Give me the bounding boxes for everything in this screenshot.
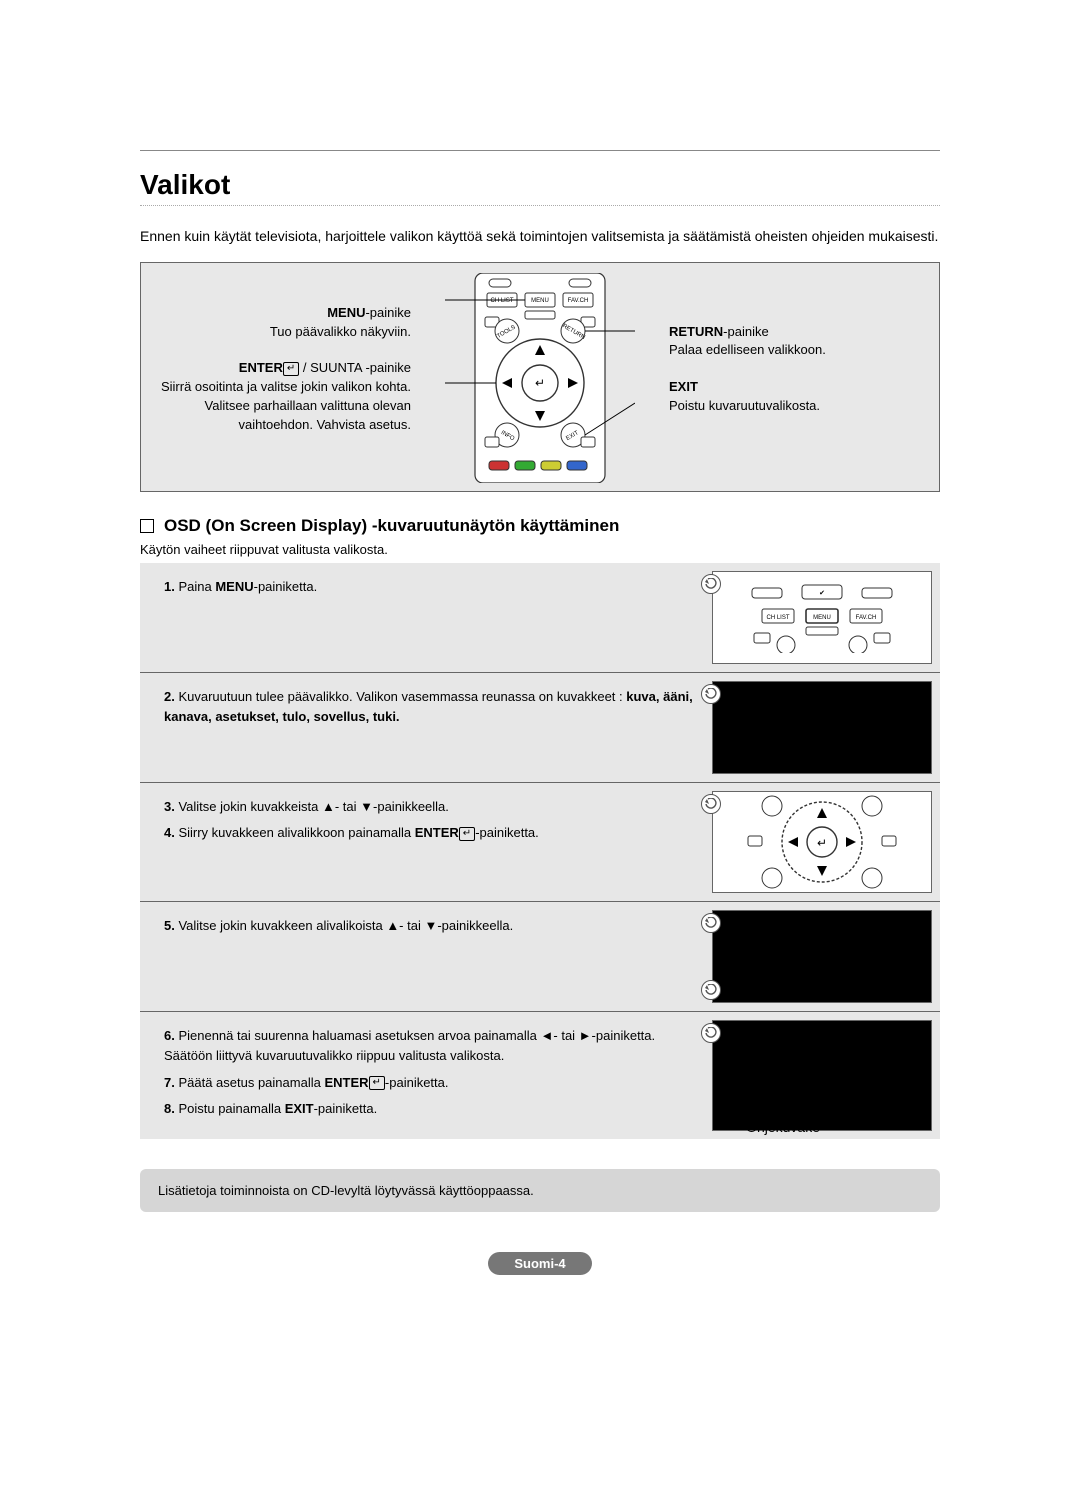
step-item: 4. Siirry kuvakkeen alivalikkoon painama… [164, 823, 696, 843]
step-text: 3. Valitse jokin kuvakkeista ▲- tai ▼-pa… [140, 783, 712, 901]
remote-btn-menu: MENU [531, 298, 549, 304]
callout-exit: EXIT Poistu kuvaruutuvalikosta. [669, 378, 929, 416]
callout-return: RETURN-painike Palaa edelliseen valikkoo… [669, 323, 929, 361]
step-text: 5. Valitse jokin kuvakkeen alivalikoista… [140, 902, 712, 1011]
callout-menu: MENU-painike Tuo päävalikko näkyviin. [151, 304, 411, 342]
step-item: 5. Valitse jokin kuvakkeen alivalikoista… [164, 916, 696, 936]
step-row: 1. Paina MENU-painiketta. ✔ CH LIST MENU FAV… [140, 563, 940, 673]
step-row: 6. Pienennä tai suurenna haluamasi asetu… [140, 1012, 940, 1139]
step-item: 7. Päätä asetus painamalla ENTER↵-painik… [164, 1073, 696, 1093]
svg-text:CH LIST: CH LIST [766, 615, 789, 621]
svg-text:↵: ↵ [817, 836, 827, 850]
callout-right-column: RETURN-painike Palaa edelliseen valikkoo… [669, 323, 929, 434]
callout-enter-desc: Siirrä osoitinta ja valitse jokin valiko… [161, 379, 411, 432]
remote-svg: CH LIST MENU FAV.CH TOOLS RETURN ↵ [445, 273, 635, 483]
page-footer: Suomi-4 [140, 1252, 940, 1275]
remote-diagram: CH LIST MENU FAV.CH TOOLS RETURN ↵ [445, 273, 635, 483]
osd-heading-text: OSD (On Screen Display) -kuvaruutunäytön… [164, 516, 619, 536]
ohje-label: Ohjekuvake [746, 1119, 820, 1135]
enter-icon: ↵ [459, 827, 475, 841]
intro-paragraph: Ennen kuin käytät televisiota, harjoitte… [140, 226, 940, 246]
step-item: 8. Poistu painamalla EXIT-painiketta. [164, 1099, 696, 1119]
step-illustration [712, 1020, 932, 1131]
manual-page: Valikot Ennen kuin käytät televisiota, h… [0, 0, 1080, 1486]
step-illustration [712, 910, 932, 1003]
callout-return-suffix: -painike [723, 324, 769, 339]
step-illustration: ✔ CH LIST MENU FAV.CH [712, 571, 932, 664]
callout-return-desc: Palaa edelliseen valikkoon. [669, 342, 826, 357]
enter-icon: ↵ [369, 1076, 385, 1090]
top-rule [140, 150, 940, 151]
callout-enter-title: ENTER [239, 360, 283, 375]
osd-heading: OSD (On Screen Display) -kuvaruutunäytön… [140, 516, 940, 536]
svg-text:MENU: MENU [813, 615, 831, 621]
step-row: 5. Valitse jokin kuvakkeen alivalikoista… [140, 902, 940, 1012]
remote-btn-favch: FAV.CH [568, 298, 589, 304]
arrow-dot-icon [701, 1023, 721, 1043]
svg-text:FAV.CH: FAV.CH [856, 615, 877, 621]
callout-exit-desc: Poistu kuvaruutuvalikosta. [669, 398, 820, 413]
step-text: 1. Paina MENU-painiketta. [140, 563, 712, 672]
arrow-dot-icon [701, 980, 721, 1000]
svg-text:✔: ✔ [819, 590, 825, 597]
svg-text:↵: ↵ [535, 376, 545, 390]
remote-btn-chlist: CH LIST [490, 298, 513, 304]
step-illustration: ↵ [712, 791, 932, 893]
arrow-dot-icon [701, 684, 721, 704]
step-illustration [712, 681, 932, 774]
callout-left-column: MENU-painike Tuo päävalikko näkyviin. EN… [151, 304, 411, 453]
step-row: 3. Valitse jokin kuvakkeista ▲- tai ▼-pa… [140, 783, 940, 902]
language-page-pill: Suomi-4 [488, 1252, 591, 1275]
steps-panel: 1. Paina MENU-painiketta. ✔ CH LIST MENU FAV… [140, 563, 940, 1139]
enter-icon: ↵ [283, 362, 299, 376]
ohje-leader [722, 1115, 732, 1129]
cd-note-bar: Lisätietoja toiminnoista on CD-levyltä l… [140, 1169, 940, 1212]
arrow-dot-icon [701, 913, 721, 933]
callout-enter: ENTER↵ / SUUNTA -painike Siirrä osoitint… [151, 359, 411, 434]
section-title: Valikot [140, 169, 940, 201]
step-row: 2. Kuvaruutuun tulee päävalikko. Valikon… [140, 673, 940, 783]
step-text: 2. Kuvaruutuun tulee päävalikko. Valikon… [140, 673, 712, 782]
callout-exit-title: EXIT [669, 379, 698, 394]
step-item: 1. Paina MENU-painiketta. [164, 577, 696, 597]
step-item: 3. Valitse jokin kuvakkeista ▲- tai ▼-pa… [164, 797, 696, 817]
callout-menu-title: MENU [327, 305, 365, 320]
callout-menu-desc: Tuo päävalikko näkyviin. [270, 324, 411, 339]
square-bullet-icon [140, 519, 154, 533]
osd-subintro: Käytön vaiheet riippuvat valitusta valik… [140, 542, 940, 557]
step-item: 6. Pienennä tai suurenna haluamasi asetu… [164, 1026, 696, 1066]
callout-enter-title-suffix: / SUUNTA -painike [299, 360, 411, 375]
step-item: 2. Kuvaruutuun tulee päävalikko. Valikon… [164, 687, 696, 727]
remote-callout-box: MENU-painike Tuo päävalikko näkyviin. EN… [140, 262, 940, 492]
callout-return-title: RETURN [669, 324, 723, 339]
step-text: 6. Pienennä tai suurenna haluamasi asetu… [140, 1012, 712, 1139]
arrow-dot-icon [701, 794, 721, 814]
arrow-dot-icon [701, 574, 721, 594]
callout-menu-suffix: -painike [365, 305, 411, 320]
dotted-divider [140, 205, 940, 206]
